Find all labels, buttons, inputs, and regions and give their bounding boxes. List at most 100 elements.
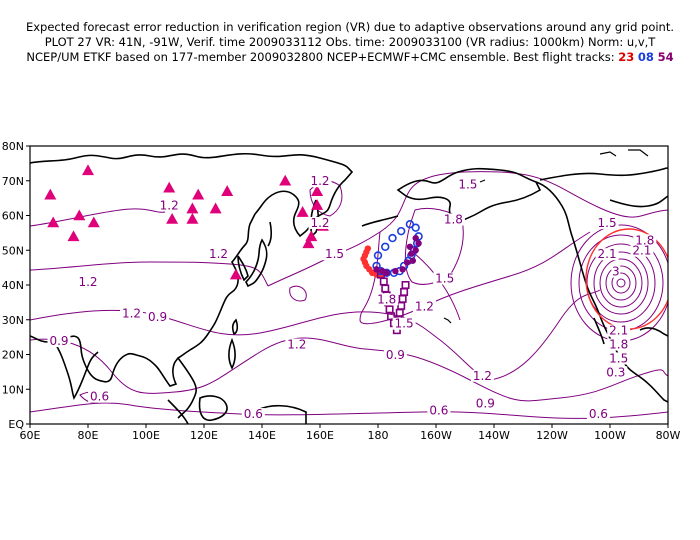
track-point-54-track [401,280,410,289]
coastline-korea [237,255,249,282]
contour-1.5 [359,231,591,325]
lon-tick-label: 80W [656,429,681,442]
contour-label-bg [607,324,631,337]
coastline-alaska [396,167,542,223]
lat-tick-label: 60N [2,210,24,223]
contour-lines [30,171,668,419]
contour-label-bg [207,248,230,261]
contour-label-bg [146,310,170,323]
contour-label: 1.2 [310,174,329,188]
coastline-borneo [198,395,228,422]
lon-tick-label: 180 [368,429,389,442]
track-point-54 [399,266,406,273]
contour-label-bg [607,352,631,365]
contour-label: 0.9 [148,310,167,324]
lon-tick-label: 80E [78,429,99,442]
title-line-1: Expected forecast error reduction in ver… [25,20,675,34]
header: Expected forecast error reduction in ver… [0,20,700,65]
track-id-23: 23 [618,50,635,64]
track-point-54 [406,243,414,250]
raob-triangle [186,212,199,224]
contour-label-bg [47,335,71,348]
contour-label-bg [433,272,457,285]
track-point-54 [403,259,411,266]
lat-tick-label: 20N [2,349,24,362]
contour-label: 0.9 [386,348,405,362]
contour-label: 1.2 [415,299,434,313]
contour-label-bg [633,234,657,247]
coastline-taiwan [231,318,239,336]
lat-tick-label: 10N [2,383,24,396]
contour-label-bg [427,404,451,417]
coastline-gulf-mexico [639,327,668,337]
lon-tick-label: 160W [420,429,452,442]
island-small [599,151,617,157]
raob-triangle [82,164,94,176]
contour-label: 1.2 [287,338,306,352]
contour-label: 0.3 [606,365,625,379]
track-point-54 [412,247,419,254]
contour-label-bg [308,216,332,229]
coastline-north-america [535,181,668,403]
title-line-3-text: NCEP/UM ETKF based on 177-member 2009032… [26,50,615,64]
contour-label-bg [323,248,346,261]
raob-triangle [229,268,242,280]
contour-label-bg [607,338,631,351]
contour-label-bg [441,213,465,226]
contour-label: 0.6 [90,390,109,404]
track-id-54: 54 [657,50,674,64]
track-point-54-track [381,284,390,293]
contour-label: 0.6 [244,407,263,421]
track-point-08 [388,233,397,243]
coastline-sakhalin [267,221,273,247]
raob-triangle [209,202,222,214]
contour-1.2 [30,261,269,287]
contour-label: 3 [612,265,620,279]
coastline-philippines [228,337,236,370]
contour-label-bg [473,397,497,410]
map-frame [29,145,669,425]
coastline-india [53,341,99,400]
contour-label-bg [392,317,416,330]
contour-label-bg [586,408,610,421]
lat-tick-label: EQ [8,418,24,431]
contour-label: 1.2 [209,247,228,261]
raob-triangle [192,188,205,200]
contour-label: 1.2 [78,275,97,289]
lon-tick-label: 120E [190,429,218,442]
contour-label-bg [241,408,265,421]
contour-label-bg [308,175,332,188]
contour-label: 1.8 [444,212,463,226]
raob-triangle [166,212,179,224]
track-point-54 [415,240,422,247]
lon-tick-label: 100W [594,429,626,442]
raob-triangle [279,174,292,186]
contour-label: 1.8 [635,233,654,247]
contour-label: 1.5 [458,178,477,192]
lat-tick-label: 30N [2,314,24,327]
contour-0.9 [30,337,668,402]
lon-tick-label: 140W [478,429,510,442]
coastline-indochina [177,357,197,419]
flight-tracks [360,219,423,335]
contour-label: 1.2 [122,306,141,320]
track-point-54 [409,257,416,264]
contour-label-bg [456,178,480,191]
raob-triangle [186,202,199,214]
contour-labels: 1.2 1.2 1.2 1.2 1.2 1.2 1.2 1.2 1.2 0.9 0.9 0.9 0.9 0… [47,174,657,421]
lat-tick-label: 70N [2,175,24,188]
contour-label: 1.2 [310,216,329,230]
raob-triangle [73,209,86,221]
contour-label: 1.8 [377,292,396,306]
raob-triangle [87,216,100,228]
contour-label: 1.5 [609,351,628,365]
track-point-08 [411,223,420,232]
island-small [628,149,649,157]
lon-tick-label: 100E [132,429,160,442]
track-point-08 [373,251,383,260]
coastline-baja [593,317,605,345]
coastline-sumatra [167,399,189,424]
contour-label-bg [157,199,181,212]
title-line-3: NCEP/UM ETKF based on 177-member 2009032… [0,50,700,65]
contour-label-bg [412,300,436,313]
